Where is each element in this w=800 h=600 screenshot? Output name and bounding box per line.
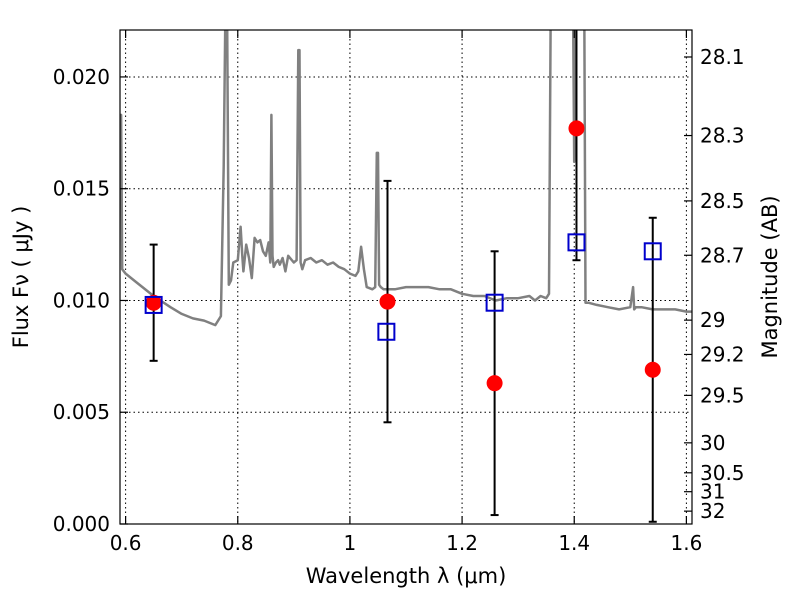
y-tick-label: 0.010 [53, 288, 110, 312]
right-tick-label: 29.5 [700, 383, 745, 407]
observed-point [379, 293, 396, 310]
right-tick-label: 32 [700, 499, 725, 523]
right-tick-label: 29.2 [700, 342, 745, 366]
plot-clipped-group [120, 30, 692, 523]
y-tick-label: 0.005 [53, 400, 110, 424]
x-tick-label: 1.6 [670, 531, 702, 555]
observed-point [486, 375, 503, 392]
right-tick-label: 28.1 [700, 45, 745, 69]
right-axis-title: Magnitude (AB) [758, 195, 782, 358]
spectrum-line [120, 30, 692, 327]
y-axis-title: Flux Fν ( μJy ) [9, 206, 33, 349]
x-tick-label: 0.8 [222, 531, 254, 555]
y-tick-label: 0.015 [53, 177, 110, 201]
right-tick-label: 28.5 [700, 189, 745, 213]
model-point [144, 295, 163, 314]
x-tick-label: 1.2 [446, 531, 478, 555]
model-point [643, 242, 662, 261]
x-tick-label: 1 [344, 531, 357, 555]
observed-point [568, 120, 585, 137]
y-tick-label: 0.000 [53, 512, 110, 536]
plot-area [120, 30, 692, 523]
model-point [485, 293, 504, 312]
right-tick-label: 31 [700, 480, 725, 504]
x-axis-title: Wavelength λ (μm) [306, 564, 507, 588]
y-tick-label: 0.020 [53, 65, 110, 89]
axis-ticks: 0.6 0.8 1 1.2 1.4 1.6 0.000 0.005 0.010 0.015 0.02… [53, 30, 745, 555]
x-tick-label: 0.6 [110, 531, 142, 555]
right-tick-label: 30.5 [700, 461, 745, 485]
x-tick-label: 1.4 [558, 531, 590, 555]
grid-lines [120, 30, 692, 525]
right-tick-label: 28.7 [700, 243, 745, 267]
model-point [377, 322, 396, 341]
model-point [567, 233, 586, 252]
plot-frame [119, 29, 693, 525]
right-tick-label: 30 [700, 431, 725, 455]
right-tick-label: 28.3 [700, 124, 745, 148]
observed-point [644, 361, 661, 378]
right-tick-label: 29 [700, 308, 725, 332]
